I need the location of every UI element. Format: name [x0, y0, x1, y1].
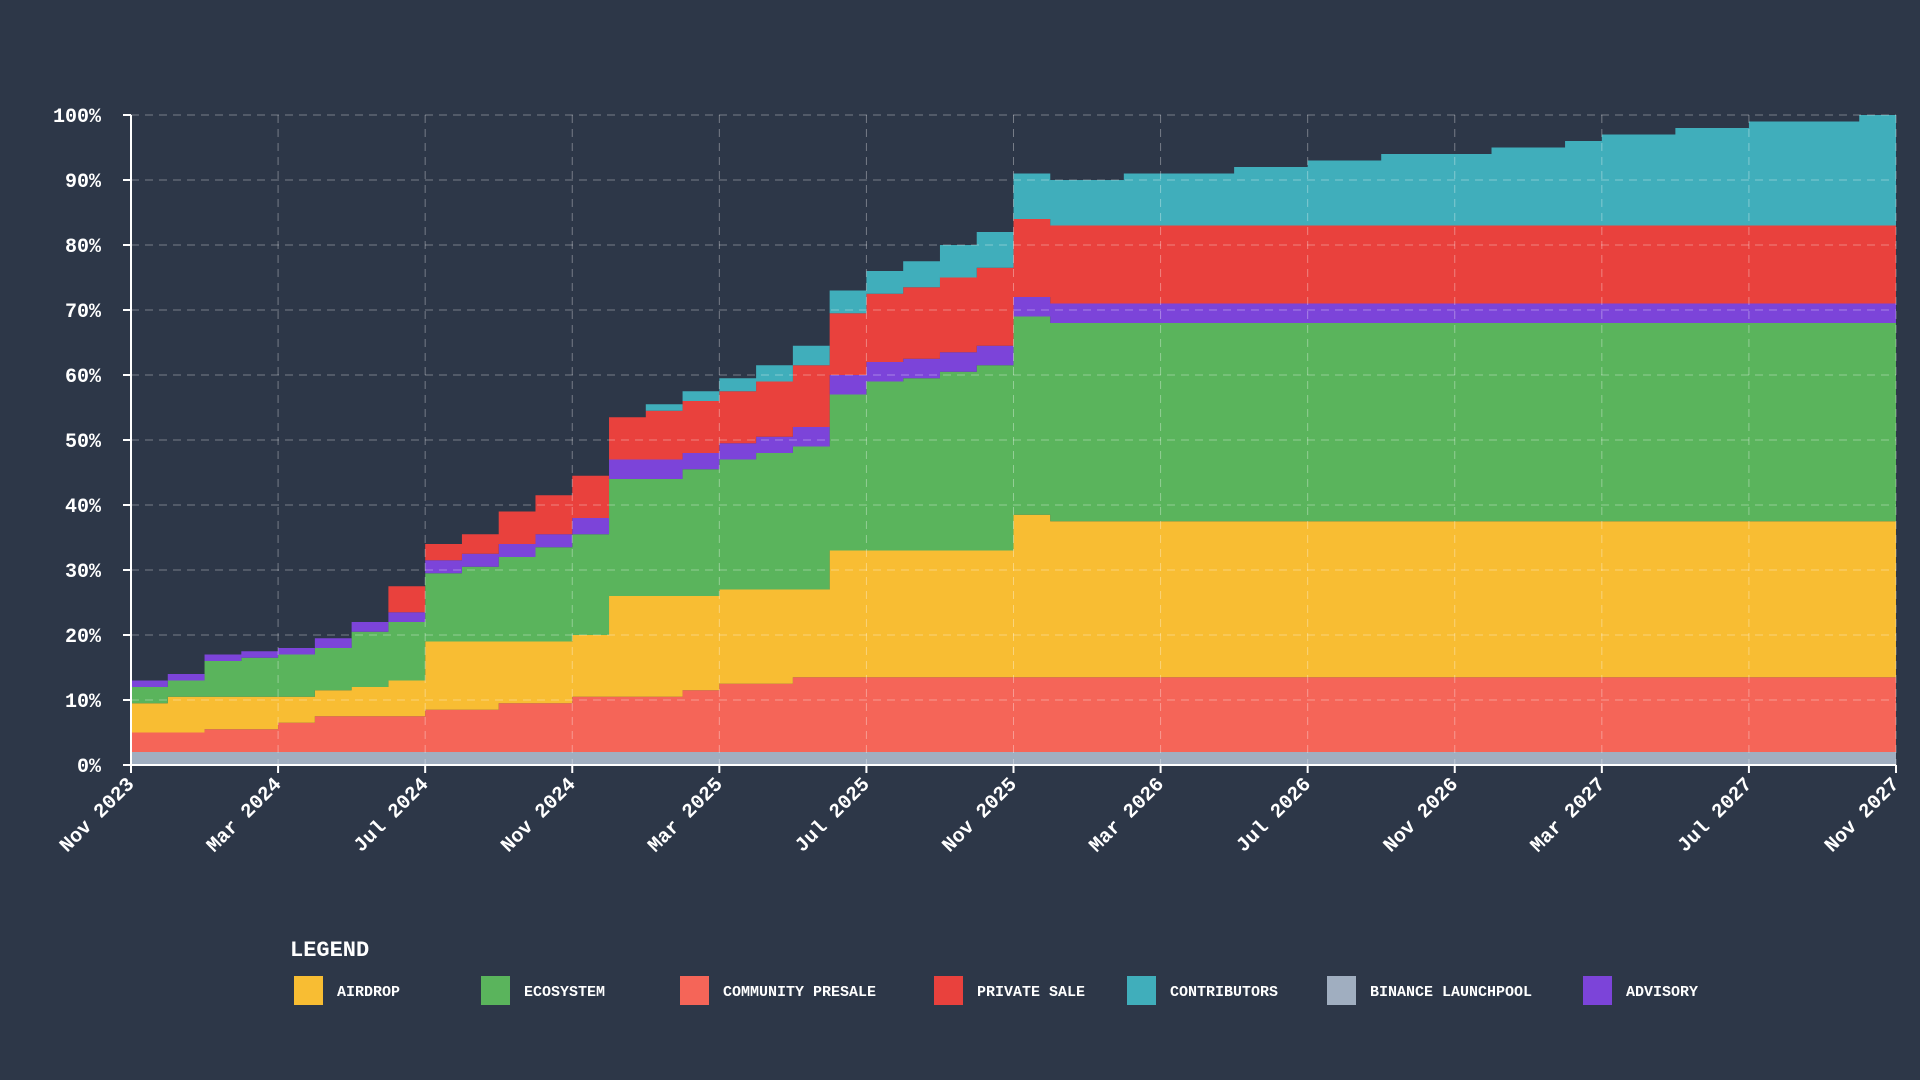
y-tick-label: 10% — [65, 691, 102, 714]
y-tick-label: 40% — [65, 496, 102, 519]
x-tick-label: Jul 2026 — [1232, 774, 1316, 858]
legend-swatch — [1583, 976, 1612, 1005]
y-tick-label: 80% — [65, 236, 102, 259]
legend-label: ADVISORY — [1626, 984, 1698, 1001]
y-tick-label: 70% — [65, 301, 102, 324]
legend-label: COMMUNITY PRESALE — [723, 984, 876, 1001]
series-area-contributors — [131, 115, 1896, 681]
x-tick-label: Mar 2026 — [1085, 774, 1169, 858]
legend-swatch — [481, 976, 510, 1005]
legend-item-airdrop: AIRDROP — [294, 976, 400, 1005]
legend: LEGEND AIRDROP ECOSYSTEM COMMUNITY PRESALE… — [290, 938, 1698, 1005]
y-tick-label: 30% — [65, 561, 102, 584]
x-tick-label: Nov 2027 — [1821, 774, 1905, 858]
legend-items: AIRDROP ECOSYSTEM COMMUNITY PRESALE PRIVATE… — [294, 976, 1698, 1005]
x-tick-label: Jul 2024 — [350, 774, 434, 858]
series-area-community-presale — [131, 677, 1896, 752]
y-tick-labels: 0% 10% 20% 30% 40% 50% 60% 70% 80% 90% 100% — [53, 106, 131, 779]
y-tick-label: 90% — [65, 171, 102, 194]
legend-swatch — [294, 976, 323, 1005]
x-tick-label: Nov 2026 — [1380, 774, 1464, 858]
legend-swatch — [680, 976, 709, 1005]
y-tick-label: 50% — [65, 431, 102, 454]
x-tick-label: Nov 2024 — [497, 774, 581, 858]
legend-label: PRIVATE SALE — [977, 984, 1085, 1001]
y-tick-label: 20% — [65, 626, 102, 649]
y-tick-label: 100% — [53, 106, 102, 129]
series-area-private-sale — [131, 219, 1896, 681]
x-tick-label: Mar 2027 — [1527, 774, 1611, 858]
area-layers — [131, 115, 1896, 765]
x-tick-label: Jul 2025 — [791, 774, 875, 858]
x-tick-label: Nov 2023 — [56, 774, 140, 858]
x-tick-labels: Nov 2023 Mar 2024 Jul 2024 Nov 2024 Mar 2025… — [56, 765, 1905, 858]
y-tick-label: 0% — [77, 756, 102, 779]
legend-item-community-presale: COMMUNITY PRESALE — [680, 976, 876, 1005]
legend-label: CONTRIBUTORS — [1170, 984, 1278, 1001]
x-tick-label: Mar 2024 — [203, 774, 287, 858]
x-tick-label: Nov 2025 — [938, 774, 1022, 858]
y-tick-label: 60% — [65, 366, 102, 389]
legend-item-private-sale: PRIVATE SALE — [934, 976, 1085, 1005]
legend-swatch — [934, 976, 963, 1005]
legend-swatch — [1327, 976, 1356, 1005]
series-area-ecosystem — [131, 316, 1896, 704]
legend-item-ecosystem: ECOSYSTEM — [481, 976, 605, 1005]
series-area-airdrop — [131, 514, 1896, 733]
legend-item-binance-launchpool: BINANCE LAUNCHPOOL — [1327, 976, 1532, 1005]
legend-item-advisory: ADVISORY — [1583, 976, 1698, 1005]
x-tick-label: Mar 2025 — [644, 774, 728, 858]
legend-title: LEGEND — [290, 938, 369, 963]
series-area-advisory — [131, 297, 1896, 687]
legend-swatch — [1127, 976, 1156, 1005]
legend-item-contributors: CONTRIBUTORS — [1127, 976, 1278, 1005]
legend-label: AIRDROP — [337, 984, 400, 1001]
legend-label: ECOSYSTEM — [524, 984, 605, 1001]
x-tick-label: Jul 2027 — [1674, 774, 1758, 858]
legend-label: BINANCE LAUNCHPOOL — [1370, 984, 1532, 1001]
series-area-binance-launchpool — [131, 752, 1896, 765]
